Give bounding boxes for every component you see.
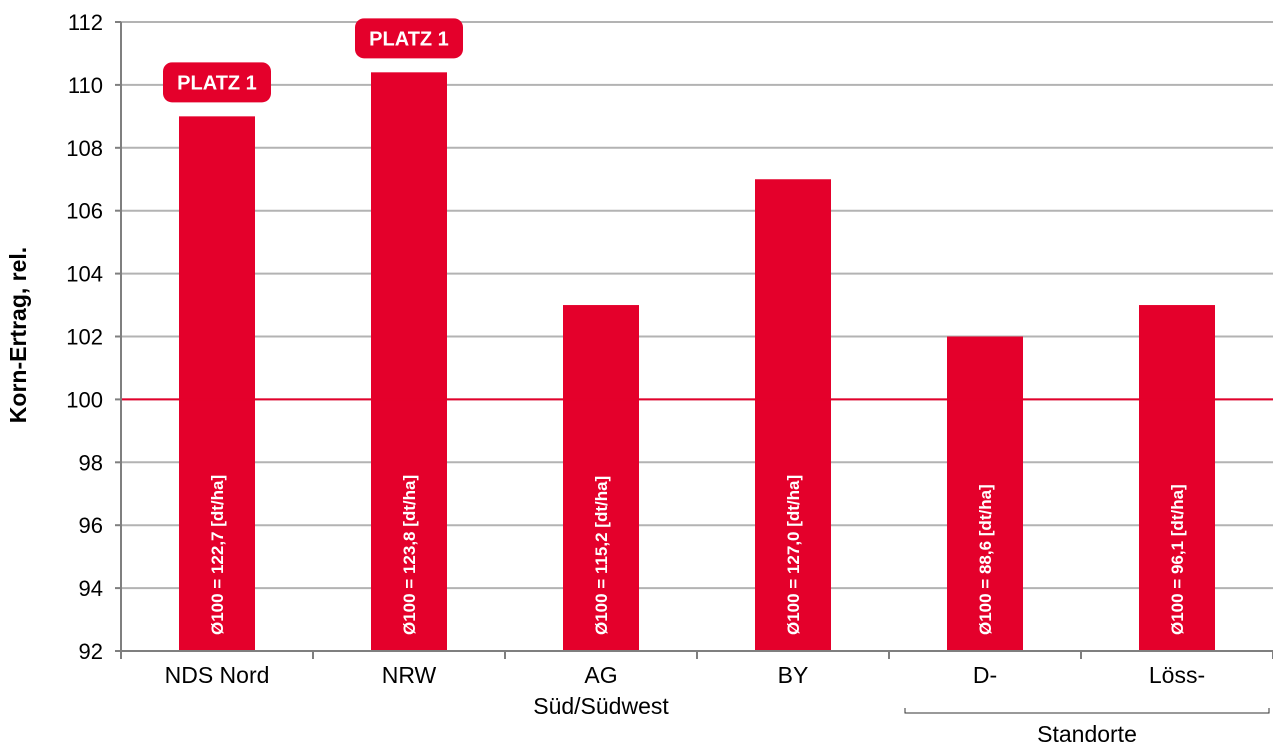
bar-value-label: Ø100 = 127,0 [dt/ha] <box>784 475 803 635</box>
bar <box>563 305 639 651</box>
bar-value-label: Ø100 = 122,7 [dt/ha] <box>208 475 227 635</box>
y-tick-label: 100 <box>66 387 103 412</box>
bar <box>947 336 1023 651</box>
y-tick-label: 102 <box>66 325 103 350</box>
x-tick-label: NDS Nord <box>165 662 270 688</box>
bar-value-label: Ø100 = 88,6 [dt/ha] <box>976 484 995 635</box>
x-tick-label: D- <box>973 662 997 688</box>
bar-value-label: Ø100 = 123,8 [dt/ha] <box>400 475 419 635</box>
y-tick-label: 108 <box>66 136 103 161</box>
y-tick-label: 94 <box>79 576 103 601</box>
bar <box>1139 305 1215 651</box>
y-tick-label: 104 <box>66 262 103 287</box>
labels: 92 94 96 98 100 102 104 106 108 110 112 Ø100 = 122,… <box>66 10 1205 747</box>
y-tick-label: 110 <box>68 73 103 98</box>
y-tick-label: 106 <box>66 199 103 224</box>
x-tick-label: BY <box>778 662 809 688</box>
x-tick-label: Löss- <box>1149 662 1205 688</box>
rank-badge <box>355 18 463 59</box>
y-tick-label: 92 <box>79 639 103 664</box>
bar <box>179 116 255 652</box>
rank-badge <box>163 62 271 103</box>
group-label: Standorte <box>1037 721 1137 747</box>
y-tick-label: 112 <box>68 10 103 35</box>
bar <box>755 179 831 651</box>
y-axis-label: Korn-Ertrag, rel. <box>5 247 31 423</box>
group-bracket <box>904 708 1270 714</box>
x-tick-label: NRW <box>382 662 437 688</box>
x-tick-label: AG <box>584 662 617 688</box>
bar-value-label: Ø100 = 115,2 [dt/ha] <box>592 476 611 635</box>
rank-badge-text: PLATZ 1 <box>177 72 257 94</box>
x-tick-label-line2: Süd/Südwest <box>533 693 669 719</box>
axes <box>115 21 1273 714</box>
y-tick-label: 96 <box>79 513 103 538</box>
y-tick-label: 98 <box>79 450 103 475</box>
bars <box>179 72 1215 652</box>
bar <box>371 72 447 651</box>
bar-value-label: Ø100 = 96,1 [dt/ha] <box>1168 484 1187 635</box>
gridlines <box>121 21 1273 590</box>
rank-badge-text: PLATZ 1 <box>369 28 449 50</box>
